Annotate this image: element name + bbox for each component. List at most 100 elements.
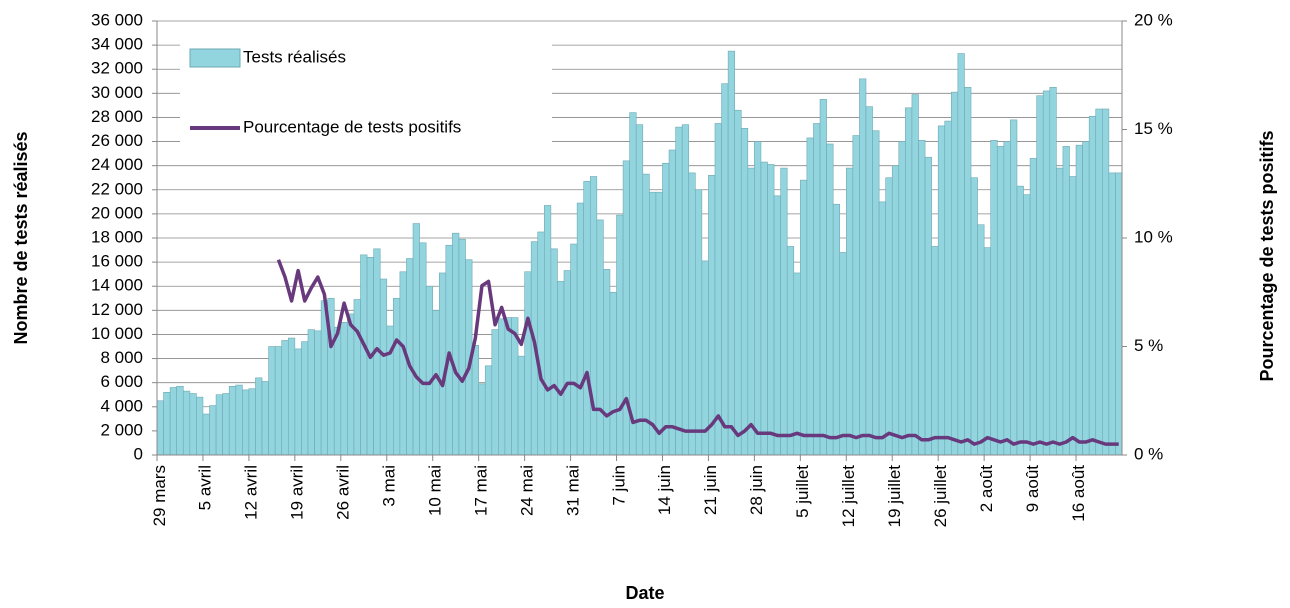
bar (905, 107, 913, 456)
bar (1108, 172, 1116, 456)
bar (734, 109, 742, 456)
legend-label: Tests réalisés (243, 47, 346, 66)
bar (911, 94, 919, 456)
bar (990, 140, 998, 456)
bar (845, 167, 854, 456)
bar (642, 173, 650, 456)
bar (544, 205, 552, 456)
legend-background (180, 36, 552, 148)
bar (261, 381, 269, 456)
bar (268, 346, 276, 456)
bar (977, 224, 985, 456)
bar (727, 50, 735, 456)
y-tick-label: 20 000 (91, 203, 143, 222)
bar (701, 260, 709, 456)
y2-tick-label: 5 % (1134, 336, 1163, 355)
bar (1016, 185, 1024, 456)
bar (209, 405, 217, 456)
y-tick-label: 4 000 (100, 396, 143, 415)
bar (189, 393, 197, 456)
bar (1095, 108, 1103, 456)
bar (924, 156, 932, 456)
bar (603, 269, 611, 456)
bar (826, 143, 834, 456)
y-tick-label: 8 000 (100, 348, 143, 367)
x-tick-label: 28 juin (747, 465, 766, 515)
bar (524, 271, 532, 456)
bar (951, 91, 959, 456)
bar (576, 202, 585, 456)
bar (333, 326, 342, 456)
bar (215, 394, 223, 456)
bar (550, 248, 558, 456)
bar (964, 87, 972, 456)
bar (202, 413, 210, 456)
bar (1102, 108, 1110, 456)
bar (694, 189, 703, 456)
bar (537, 231, 545, 456)
y-tick-label: 6 000 (100, 372, 143, 391)
bar (182, 390, 191, 456)
bar (287, 337, 296, 456)
bar (819, 99, 827, 456)
bar (635, 124, 644, 456)
x-tick-label: 24 mai (517, 465, 536, 516)
y-tick-label: 26 000 (91, 131, 143, 150)
bar (1075, 144, 1083, 456)
y2-tick-label: 20 % (1134, 10, 1173, 29)
bar (307, 329, 315, 456)
bar (878, 201, 886, 456)
bar (1069, 176, 1077, 456)
x-tick-label: 29 mars (150, 465, 169, 526)
bar (156, 400, 164, 456)
bar (688, 172, 696, 456)
bar (944, 120, 952, 456)
bar (865, 106, 873, 456)
y2-tick-label: 0 % (1134, 444, 1163, 463)
bar (859, 78, 867, 456)
bar (557, 281, 565, 456)
bar (360, 254, 368, 456)
x-tick-label: 16 août (1069, 465, 1088, 522)
bar (1049, 87, 1057, 456)
y-tick-label: 24 000 (91, 155, 143, 174)
bar (898, 141, 906, 456)
bar (1036, 95, 1044, 456)
bar (747, 167, 755, 456)
bar (412, 223, 420, 456)
bar (484, 365, 493, 456)
bar (228, 385, 237, 456)
bar (773, 195, 781, 456)
x-tick-label: 5 juillet (793, 465, 812, 518)
bar (1088, 115, 1097, 456)
x-tick-label: 9 août (1023, 465, 1042, 513)
bar (347, 313, 355, 456)
bar (714, 123, 722, 456)
bar (452, 232, 460, 456)
bar (970, 177, 978, 456)
x-axis-title: Date (625, 583, 664, 603)
bar (504, 317, 512, 456)
x-tick-label: 2 août (977, 465, 996, 513)
bar (885, 177, 893, 456)
y-tick-label: 2 000 (100, 420, 143, 439)
bar (274, 346, 283, 456)
bar (281, 340, 289, 456)
bar (891, 165, 900, 456)
bar (498, 318, 506, 456)
bar (1029, 158, 1037, 456)
bar (353, 299, 361, 456)
bar (918, 140, 926, 456)
bar (662, 162, 670, 456)
bar (609, 291, 617, 456)
x-tick-label: 7 juin (609, 465, 628, 506)
bar (471, 344, 479, 456)
bar (570, 243, 578, 456)
bar (740, 127, 749, 456)
x-tick-label: 12 avril (242, 465, 261, 520)
bar (708, 175, 716, 456)
bar (425, 285, 434, 456)
bar (655, 191, 663, 456)
